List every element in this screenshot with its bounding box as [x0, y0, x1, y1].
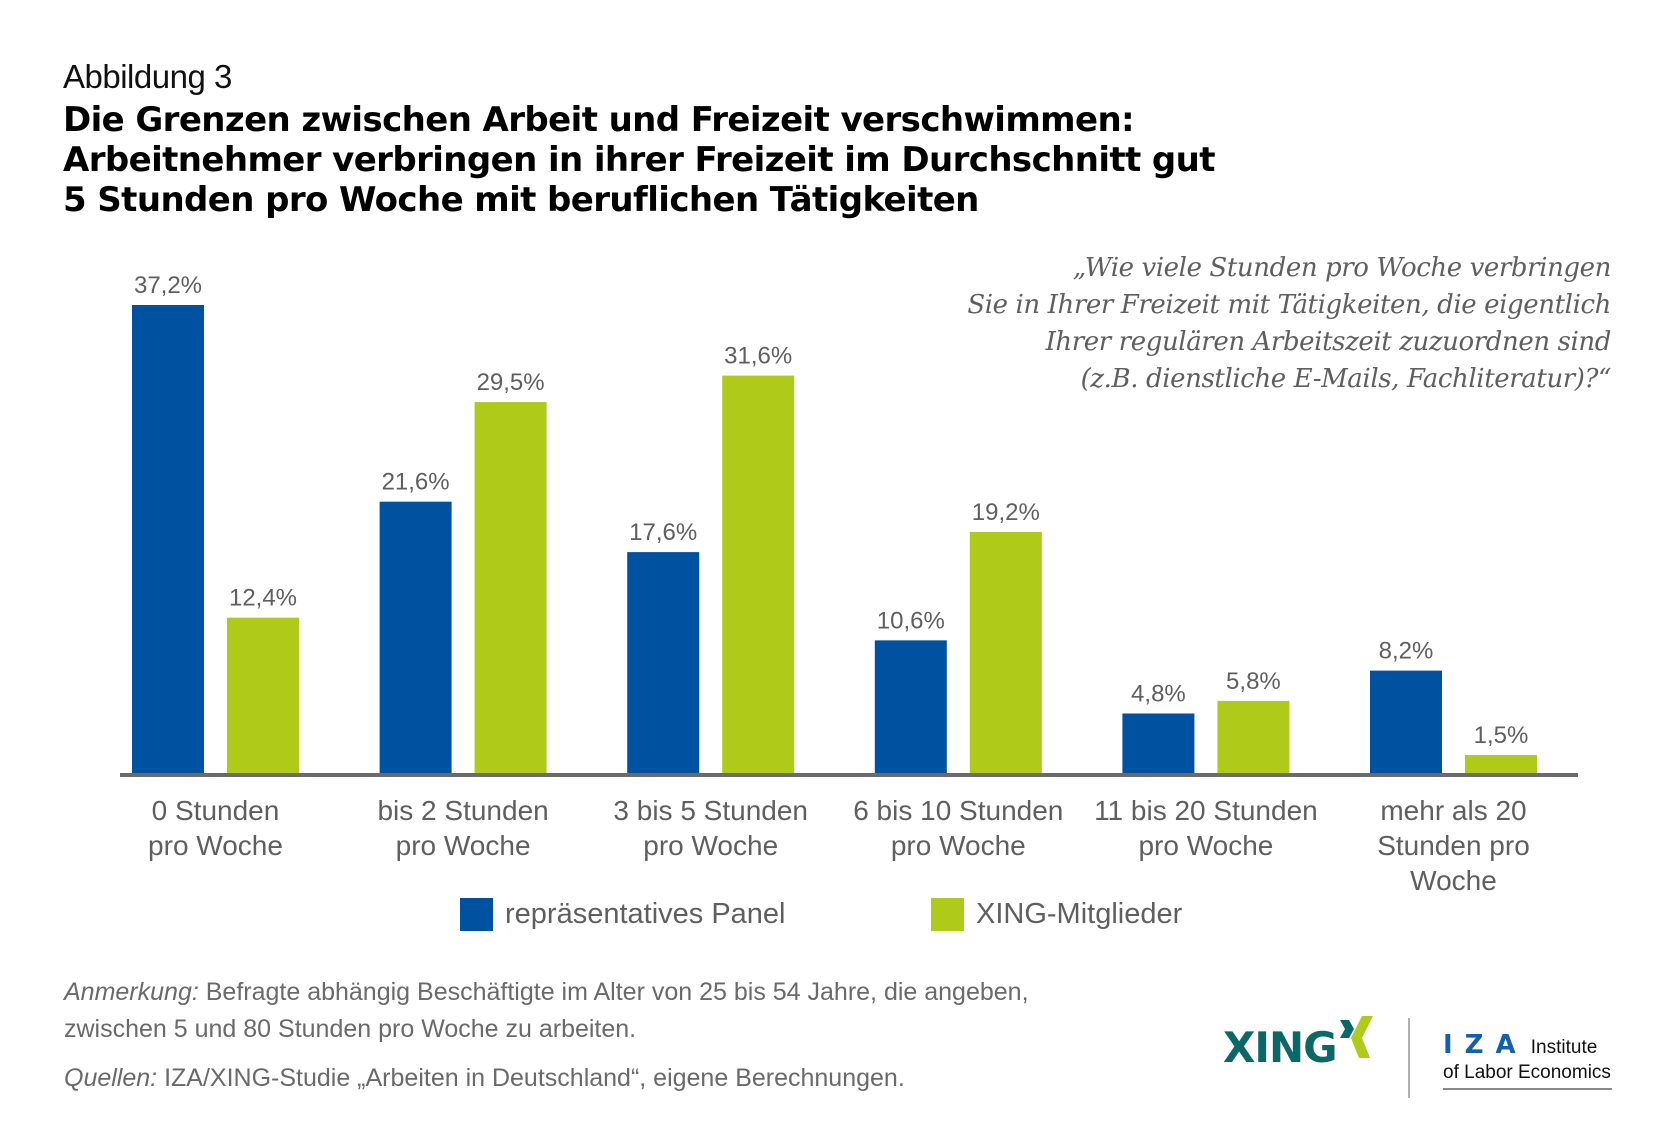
data-label: 29,5% — [477, 369, 545, 396]
category-label: 3 bis 5 Stunden pro Woche — [613, 795, 808, 861]
bar-xing-3 — [969, 531, 1042, 774]
bar-panel-2 — [627, 552, 700, 774]
iza-subtitle: of Labor Economics — [1443, 1062, 1611, 1083]
category-label: mehr als 20 Stunden pro Woche — [1377, 795, 1530, 896]
x-axis-line — [120, 773, 1578, 777]
chart-title: Die Grenzen zwischen Arbeit und Freizeit… — [63, 100, 1363, 220]
bar-panel-0 — [132, 305, 204, 774]
legend-item-xing: XING-Mitglieder — [931, 898, 1182, 931]
source-label: Quellen: — [64, 1064, 158, 1092]
bar-xing-4 — [1217, 700, 1290, 774]
question-line: „Wie viele Stunden pro Woche verbringen — [1072, 253, 1612, 283]
bar-panel-3 — [874, 640, 947, 774]
bar-chart: 37,2% 21,6% 17,6% 10,6% 4,8% 8,2% 12,4% 29,5% 31… — [120, 272, 1578, 896]
logo-divider — [1408, 1018, 1410, 1098]
title-line: Arbeitnehmer verbringen in ihrer Freizei… — [63, 140, 1216, 180]
title-line: 5 Stunden pro Woche mit beruflichen Täti… — [63, 180, 979, 220]
iza-underline — [1443, 1088, 1612, 1090]
bar-xing-5 — [1465, 755, 1537, 774]
bar-xing-2 — [722, 375, 795, 774]
legend-swatch-xing — [931, 898, 964, 931]
remark-text: Befragte abhängig Beschäftigte im Alter … — [198, 978, 1029, 1006]
iza-logo: IZA Institute of Labor Economics — [1443, 1030, 1612, 1090]
bar-panel-4 — [1122, 713, 1195, 774]
iza-institute: Institute — [1530, 1037, 1598, 1058]
xing-logo: XING — [1223, 1023, 1338, 1072]
survey-question: „Wie viele Stunden pro Woche verbringen … — [967, 250, 1611, 398]
legend-item-panel: repräsentatives Panel — [460, 898, 786, 931]
category-label: 0 Stunden pro Woche — [148, 795, 283, 861]
bar-panel-5 — [1370, 670, 1442, 774]
bar-panel-1 — [379, 501, 452, 774]
iza-letters: IZA — [1443, 1030, 1528, 1060]
legend-label: XING-Mitglieder — [976, 898, 1183, 930]
question-line: Sie in Ihrer Freizeit mit Tätigkeiten, d… — [967, 290, 1611, 320]
source-text: IZA/XING-Studie „Arbeiten in Deutschland… — [157, 1064, 905, 1092]
category-label: 11 bis 20 Stunden pro Woche — [1094, 795, 1318, 861]
title-line: Die Grenzen zwischen Arbeit und Freizeit… — [63, 100, 1135, 140]
remark-note: Anmerkung: Befragte abhängig Beschäftigt… — [64, 974, 1029, 1010]
data-label: 4,8% — [1131, 680, 1186, 707]
data-label: 5,8% — [1226, 668, 1281, 695]
data-label: 10,6% — [877, 607, 945, 634]
data-label: 31,6% — [724, 343, 792, 370]
data-label: 8,2% — [1379, 638, 1434, 665]
data-label: 21,6% — [382, 469, 450, 496]
bar-xing-1 — [474, 402, 547, 774]
data-label: 1,5% — [1474, 722, 1529, 749]
category-label: 6 bis 10 Stunden pro Woche — [853, 795, 1063, 861]
bar-xing-0 — [227, 617, 299, 774]
question-line: Ihrer regulären Arbeitszeit zuzuordnen s… — [1045, 327, 1612, 357]
data-label: 37,2% — [134, 272, 202, 299]
legend-swatch-panel — [460, 898, 493, 931]
legend-label: repräsentatives Panel — [505, 898, 786, 930]
remark-note-line2: zwischen 5 und 80 Stunden pro Woche zu a… — [64, 1015, 637, 1043]
source-note: Quellen: IZA/XING-Studie „Arbeiten in De… — [64, 1060, 905, 1096]
data-label: 12,4% — [229, 585, 297, 612]
xing-x-icon — [1340, 1016, 1373, 1058]
remark-label: Anmerkung: — [64, 978, 199, 1006]
data-label: 19,2% — [972, 499, 1040, 526]
data-label: 17,6% — [629, 519, 697, 546]
category-label: bis 2 Stunden pro Woche — [377, 795, 548, 861]
question-line: (z.B. dienstliche E-Mails, Fachliteratur… — [1080, 364, 1612, 394]
figure-label: Abbildung 3 — [63, 58, 232, 95]
